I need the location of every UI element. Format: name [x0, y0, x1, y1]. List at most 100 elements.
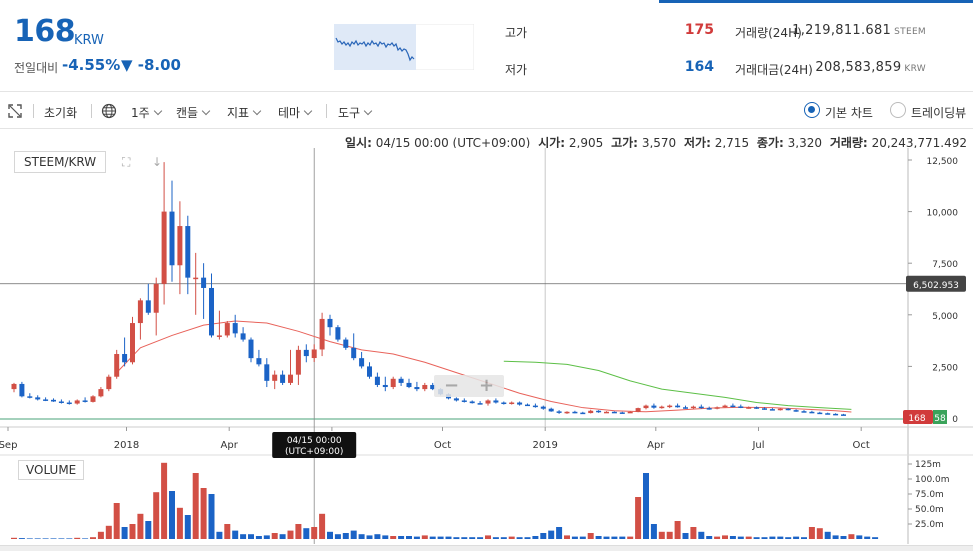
candle-body: [485, 400, 491, 404]
volume-bar: [492, 537, 499, 539]
zoom-out-button[interactable]: −: [443, 375, 460, 396]
candle-body: [224, 323, 230, 336]
info-date-value: 04/15 00:00 (UTC+09:00): [375, 136, 531, 150]
tradingview-label[interactable]: 트레이딩뷰: [911, 106, 967, 120]
volume-bar: [334, 534, 341, 539]
candle-body: [295, 349, 301, 375]
candle-body: [525, 404, 530, 407]
fullscreen-icon: ⛶: [121, 155, 131, 169]
expand-icon[interactable]: [8, 104, 22, 118]
last-price-badge: [903, 410, 933, 424]
y-tick-label: 12,500: [927, 157, 959, 167]
candle-body: [90, 396, 96, 402]
candle-body: [201, 277, 207, 288]
indicator-dropdown[interactable]: 지표: [227, 104, 262, 121]
volume-bar: [429, 536, 436, 539]
y-tick-label: 5,000: [932, 312, 958, 322]
volume-bar: [295, 524, 302, 539]
candle-body: [216, 335, 222, 337]
volume-bar: [437, 536, 444, 539]
y-tick-label: 2,500: [932, 363, 958, 373]
ma-badge: [933, 410, 947, 424]
basic-chart-label[interactable]: 기본 차트: [825, 106, 873, 120]
volume-bar: [848, 534, 855, 539]
volume-bar: [58, 538, 65, 539]
low-label: 저가: [505, 63, 528, 77]
candle-body: [185, 226, 191, 278]
candle-body: [11, 383, 17, 390]
amount-24h-value: 208,583,859 KRW: [815, 60, 926, 75]
mini-price-chart: [334, 24, 474, 70]
volume-bar: [808, 527, 815, 539]
candle-body: [453, 398, 459, 401]
chart-toolbar: 초기화 1주 캔들 지표 테마 도구 기본 차트 트레이딩뷰: [0, 93, 973, 129]
candle-body: [833, 413, 839, 416]
candle-body: [359, 358, 365, 367]
candle-body: [145, 300, 151, 313]
volume-bar: [287, 530, 294, 539]
info-high-value: 3,570: [641, 136, 677, 150]
x-tick-label: 2018: [114, 440, 139, 451]
info-low-value: 2,715: [714, 136, 750, 150]
volume-bar: [453, 537, 460, 539]
volume-bar: [42, 538, 49, 539]
volume-bar: [729, 536, 736, 539]
volume-bar: [840, 536, 847, 539]
y-tick-label: 0: [952, 415, 958, 425]
candle-body: [738, 406, 744, 408]
candle-body: [256, 358, 262, 365]
volume-bar: [240, 534, 247, 539]
volume-bar: [793, 536, 800, 539]
horizontal-scrollbar[interactable]: [0, 545, 973, 551]
zoom-in-button[interactable]: +: [478, 375, 495, 396]
candle-body: [611, 411, 617, 414]
candle-dropdown[interactable]: 캔들: [176, 104, 211, 121]
candle-body: [785, 408, 791, 411]
volume-bar: [82, 538, 89, 539]
volume-bar: [169, 491, 175, 539]
amount-24h-label: 거래대금(24H): [735, 63, 813, 77]
toolbar-divider: [91, 104, 92, 118]
candle-body: [714, 407, 720, 409]
ticker-header: 168 KRW 전일대비 -4.55% ▼ -8.00 고가 175 저가 16…: [0, 0, 973, 92]
globe-icon[interactable]: [101, 103, 117, 119]
candle-body: [414, 387, 420, 390]
candle-body: [114, 354, 120, 377]
volume-bar: [690, 527, 697, 539]
volume-bar: [508, 536, 515, 539]
reset-button[interactable]: 초기화: [44, 106, 78, 120]
info-high-label: 고가:: [611, 136, 638, 150]
volume-tick-label: 100.0m: [915, 475, 950, 485]
candle-body: [793, 410, 799, 412]
tool-dropdown[interactable]: 도구: [338, 104, 373, 121]
volume-bar: [350, 530, 357, 539]
change-amount: ▼ -8.00: [121, 56, 181, 74]
candle-body: [532, 405, 538, 408]
chart-legend: STEEM/KRW: [14, 151, 107, 173]
volume-bar: [864, 536, 871, 539]
volume-bar: [761, 537, 768, 539]
candle-body: [706, 408, 712, 410]
low-value: 164: [684, 59, 714, 75]
high-value: 175: [684, 22, 714, 38]
price-chart[interactable]: 12,500 10,000 7,500 5,000 2,500 0 Sep 2018 Apr Ju…: [0, 148, 973, 544]
basic-chart-radio[interactable]: [804, 102, 820, 118]
candle-body: [303, 349, 309, 357]
candle-body: [280, 374, 286, 383]
volume-bar: [176, 507, 183, 539]
info-close-label: 종가:: [756, 136, 784, 150]
volume-tick-label: 125m: [915, 460, 941, 470]
volume-bar: [587, 533, 594, 539]
candle-body: [248, 339, 254, 359]
candle-body: [193, 277, 199, 280]
candle-body: [469, 401, 475, 404]
volume-bar: [540, 533, 547, 539]
tradingview-radio[interactable]: [890, 102, 906, 118]
candle-body: [169, 211, 175, 266]
volume-bar: [548, 530, 555, 539]
theme-dropdown[interactable]: 테마: [278, 104, 313, 121]
volume-bar: [279, 534, 286, 539]
interval-dropdown[interactable]: 1주: [131, 104, 162, 121]
volume-bar: [200, 488, 207, 539]
volume-24h-value: 1,219,811.681 STEEM: [792, 23, 926, 38]
